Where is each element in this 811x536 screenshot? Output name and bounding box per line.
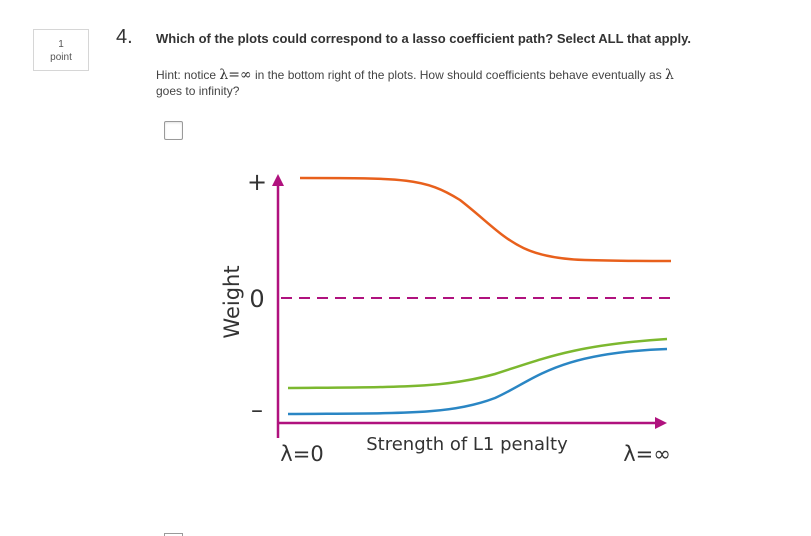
option-1-plot: + 0 – Weight λ=0 Strength of L1 penalty … <box>220 168 672 466</box>
question-number: 4. <box>116 26 133 48</box>
hint-lambda: λ <box>219 67 229 83</box>
hint-equals: = <box>228 67 240 83</box>
series-blue <box>287 347 668 416</box>
series-green <box>287 337 668 390</box>
points-badge: 1 point <box>33 29 89 71</box>
question-hint: Hint: notice λ=∞ in the bottom right of … <box>156 67 676 99</box>
y-axis-label: Weight <box>220 265 244 338</box>
hint-mid: in the bottom right of the plots. How sh… <box>255 68 662 82</box>
points-value: 1 <box>58 39 64 50</box>
x-left-label: λ=0 <box>280 442 323 466</box>
option-1-checkbox[interactable] <box>164 121 183 140</box>
hint-infinity: ∞ <box>239 67 252 83</box>
option-2-checkbox[interactable] <box>164 533 183 536</box>
hint-suffix: goes to infinity? <box>156 84 240 98</box>
x-right-label: λ=∞ <box>623 442 671 466</box>
y-axis-arrow <box>272 174 284 186</box>
points-unit: point <box>50 52 72 63</box>
hint-lambda-2: λ <box>665 67 674 83</box>
question-text: Which of the plots could correspond to a… <box>156 31 691 46</box>
y-tick-zero: 0 <box>249 285 264 313</box>
x-center-label: Strength of L1 penalty <box>366 434 568 455</box>
hint-prefix: Hint: notice <box>156 68 217 82</box>
series-orange <box>299 176 672 263</box>
x-axis-arrow <box>655 417 667 429</box>
y-tick-minus: – <box>251 396 263 424</box>
y-tick-plus: + <box>247 168 267 196</box>
